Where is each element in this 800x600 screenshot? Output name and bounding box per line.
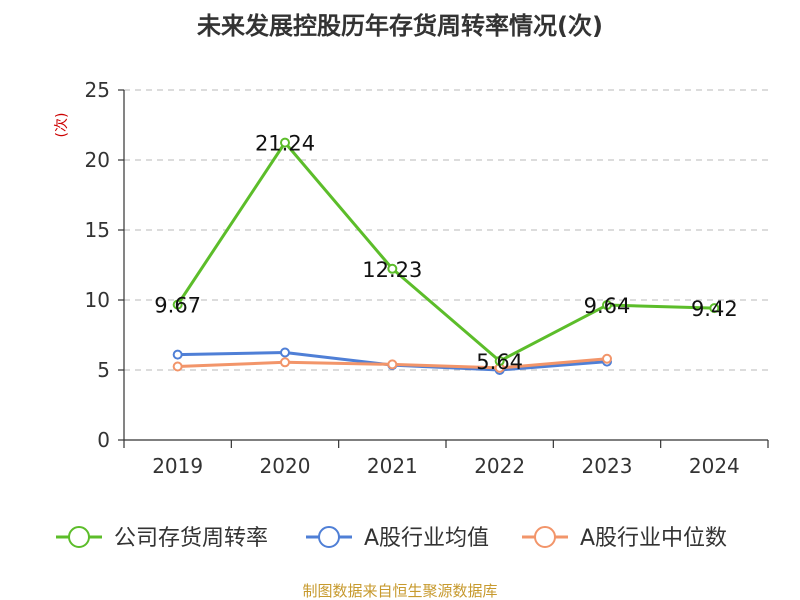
data-point-2-2021	[387, 359, 398, 370]
data-label-2021: 12.23	[362, 258, 422, 282]
legend-marker-2	[534, 526, 556, 548]
x-tick-label-2019: 2019	[152, 454, 203, 478]
y-tick-label-0: 0	[97, 428, 110, 452]
data-label-2019: 9.67	[154, 294, 201, 318]
data-label-2023: 9.64	[584, 294, 631, 318]
y-tick-label-10: 10	[85, 288, 110, 312]
legend-label-1: A股行业均值	[364, 526, 489, 551]
data-point-0-2022	[494, 356, 505, 367]
legend: 公司存货周转率 A股行业均值 A股行业中位数	[56, 526, 727, 551]
y-tick-label-25: 25	[85, 78, 110, 102]
series-line-0	[176, 141, 715, 363]
data-point-0-2024	[709, 303, 720, 314]
x-tick-label-2020: 2020	[260, 454, 311, 478]
x-tick-label-2024: 2024	[689, 454, 740, 478]
chart-title: 未来发展控股历年存货周转率情况(次)	[197, 12, 603, 40]
data-point-2-2019	[172, 361, 183, 372]
data-point-0-2019	[172, 299, 183, 310]
y-tick-label-20: 20	[85, 148, 110, 172]
data-point-1-2019	[172, 349, 183, 360]
data-point-0-2023	[602, 300, 612, 311]
data-label-2024: 9.42	[691, 297, 738, 321]
legend-marker-1	[318, 526, 340, 548]
data-label-2022: 5.64	[476, 350, 523, 374]
axes: 0 5 10 15 20 25 2019 2020 2021 2022 2023 2024	[85, 78, 769, 478]
series-lines	[172, 137, 720, 375]
data-point-2-2020	[280, 357, 290, 368]
source-note: 制图数据来自恒生聚源数据库	[302, 582, 497, 600]
x-tick-label-2021: 2021	[367, 454, 418, 478]
x-tick-label-2023: 2023	[582, 454, 633, 478]
grid-lines	[124, 89, 768, 371]
x-tick-label-2022: 2022	[474, 454, 525, 478]
data-labels: 9.67 21.24 12.23 5.64 9.64 9.42	[154, 132, 737, 374]
legend-label-2: A股行业中位数	[580, 526, 727, 551]
data-point-1-2020	[280, 347, 290, 358]
legend-label-0: 公司存货周转率	[114, 526, 268, 551]
y-axis-label: (次)	[54, 113, 70, 138]
data-label-2020: 21.24	[255, 132, 315, 156]
legend-marker-0	[68, 526, 90, 548]
data-point-2-2023	[602, 353, 612, 364]
data-point-0-2020	[280, 137, 290, 148]
y-tick-label-5: 5	[97, 358, 110, 382]
y-tick-label-15: 15	[85, 218, 110, 242]
data-point-0-2021	[387, 263, 398, 274]
